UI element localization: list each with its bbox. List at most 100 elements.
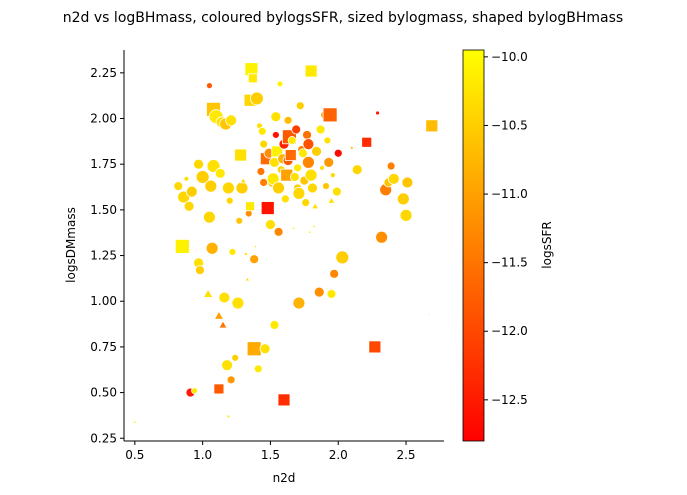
scatter-point-circle bbox=[287, 136, 297, 145]
scatter-point-square bbox=[247, 73, 258, 84]
y-tick-label: 0.50 bbox=[90, 386, 117, 400]
scatter-point-circle bbox=[195, 170, 210, 184]
colorbar-tick-label: −11.0 bbox=[491, 187, 528, 201]
scatter-point-circle bbox=[205, 241, 219, 255]
scatter-point-circle bbox=[315, 124, 326, 135]
chart-title: n2d vs logBHmass, coloured bylogsSFR, si… bbox=[63, 10, 623, 26]
scatter-point-circle bbox=[307, 182, 318, 194]
scatter-point-circle bbox=[225, 114, 238, 127]
scatter-point-triangle bbox=[311, 201, 320, 210]
scatter-point-circle bbox=[293, 163, 302, 173]
scatter-point-square bbox=[277, 393, 291, 407]
scatter-point-circle bbox=[183, 200, 195, 212]
scatter-point-square bbox=[245, 201, 256, 212]
scatter-point-circle bbox=[333, 148, 343, 158]
scatter-point-circle bbox=[226, 414, 231, 419]
scatter-point-triangle bbox=[239, 176, 247, 184]
scatter-point-circle bbox=[221, 359, 233, 372]
scatter-point-circle bbox=[235, 216, 244, 225]
scatter-point-circle bbox=[329, 172, 336, 179]
scatter-point-circle bbox=[375, 230, 389, 244]
scatter-point-circle bbox=[276, 80, 284, 88]
y-axis-ticks: 0.25 0.50 0.75 1.00 1.25 1.50 1.75 2.00 2.25 bbox=[90, 66, 124, 445]
scatter-point-circle bbox=[375, 110, 380, 116]
y-tick-label: 1.75 bbox=[90, 157, 117, 171]
scatter-point-triangle bbox=[132, 419, 138, 424]
scatter-point-circle bbox=[253, 364, 263, 374]
scatter-point-circle bbox=[386, 161, 396, 171]
scatter-point-circle bbox=[302, 138, 315, 150]
scatter-point-circle bbox=[191, 387, 198, 395]
scatter-point-circle bbox=[228, 247, 237, 256]
y-tick-label: 0.75 bbox=[90, 340, 117, 354]
colorbar-tick-label: −10.0 bbox=[491, 50, 528, 64]
scatter-point-circle bbox=[396, 192, 410, 206]
scatter-point-circle bbox=[249, 91, 264, 106]
scatter-point-circle bbox=[302, 130, 312, 140]
scatter-point-circle bbox=[272, 181, 285, 195]
scatter-point-triangle bbox=[327, 196, 336, 204]
scatter-point-circle bbox=[269, 320, 280, 330]
colorbar-tick-label: −12.5 bbox=[491, 393, 528, 407]
scatter-point-circle bbox=[195, 265, 205, 276]
scatter-point-circle bbox=[280, 194, 290, 204]
scatter-point-circle bbox=[203, 210, 216, 224]
scatter-point-circle bbox=[329, 268, 340, 279]
scatter-point-circle bbox=[349, 145, 354, 150]
x-tick-label: 1.5 bbox=[261, 448, 280, 462]
scatter-point-triangle bbox=[311, 223, 317, 229]
scatter-point-circle bbox=[289, 172, 300, 182]
scatter-point-circle bbox=[401, 176, 414, 189]
scatter-point-circle bbox=[271, 131, 280, 139]
scatter-point-circle bbox=[313, 286, 325, 298]
scatter-point-circle bbox=[387, 172, 400, 185]
scatter-point-square bbox=[246, 341, 262, 357]
scatter-point-circle bbox=[204, 179, 218, 193]
y-tick-label: 0.25 bbox=[90, 431, 117, 445]
scatter-point-circle bbox=[304, 168, 318, 182]
scatter-point-circle bbox=[214, 167, 226, 179]
scatter-point-circle bbox=[399, 208, 413, 222]
scatter-point-square bbox=[322, 107, 338, 123]
scatter-point-circle bbox=[222, 181, 235, 195]
scatter-point-triangle bbox=[253, 243, 258, 249]
y-tick-label: 1.25 bbox=[90, 249, 117, 263]
scatter-point-triangle bbox=[218, 320, 228, 329]
colorbar-label: logsSFR bbox=[540, 221, 554, 268]
y-axis-label: logsDMmass bbox=[64, 207, 78, 283]
scatter-point-circle bbox=[322, 182, 330, 191]
scatter-point-circle bbox=[319, 164, 325, 171]
plot-area: 0.5 1.0 1.5 2.0 2.5 0.25 0.50 0.75 1.00 1.25 1.50… bbox=[64, 50, 444, 485]
y-tick-label: 1.00 bbox=[90, 294, 117, 308]
scatter-point-triangle bbox=[202, 288, 214, 298]
scatter-point-circle bbox=[323, 156, 335, 168]
scatter-point-circle bbox=[257, 126, 267, 136]
scatter-point-circle bbox=[323, 136, 332, 145]
scatter-point-circle bbox=[193, 158, 204, 170]
scatter-points bbox=[132, 62, 439, 424]
colorbar-tick-label: −10.5 bbox=[491, 118, 528, 132]
scatter-point-circle bbox=[231, 353, 240, 362]
colorbar-ticks: −10.0 −10.5 −11.0 −11.5 −12.0 −12.5 bbox=[484, 50, 528, 407]
x-axis-ticks: 0.5 1.0 1.5 2.0 2.5 bbox=[125, 441, 416, 462]
scatter-point-circle bbox=[311, 146, 322, 157]
scatter-point-circle bbox=[335, 250, 350, 265]
scatter-point-circle bbox=[256, 167, 266, 176]
scatter-point-circle bbox=[301, 198, 311, 207]
scatter-point-triangle bbox=[307, 229, 313, 234]
scatter-point-square bbox=[213, 383, 225, 395]
scatter-point-triangle bbox=[213, 310, 225, 320]
colorbar: −10.0 −10.5 −11.0 −11.5 −12.0 −12.5 logsSFR bbox=[462, 49, 554, 442]
scatter-point-square bbox=[234, 148, 248, 162]
scatter-point-circle bbox=[185, 185, 198, 198]
scatter-point-circle bbox=[273, 226, 284, 237]
colorbar-tick-label: −11.5 bbox=[491, 256, 528, 270]
scatter-point-circle bbox=[225, 196, 234, 205]
scatter-point-circle bbox=[265, 219, 276, 230]
scatter-point-circle bbox=[270, 111, 282, 123]
scatter-point-circle bbox=[249, 254, 260, 265]
scatter-point-circle bbox=[259, 178, 269, 187]
scatter-point-square bbox=[174, 239, 190, 254]
scatter-point-square bbox=[304, 64, 318, 78]
scatter-point-circle bbox=[259, 343, 271, 355]
